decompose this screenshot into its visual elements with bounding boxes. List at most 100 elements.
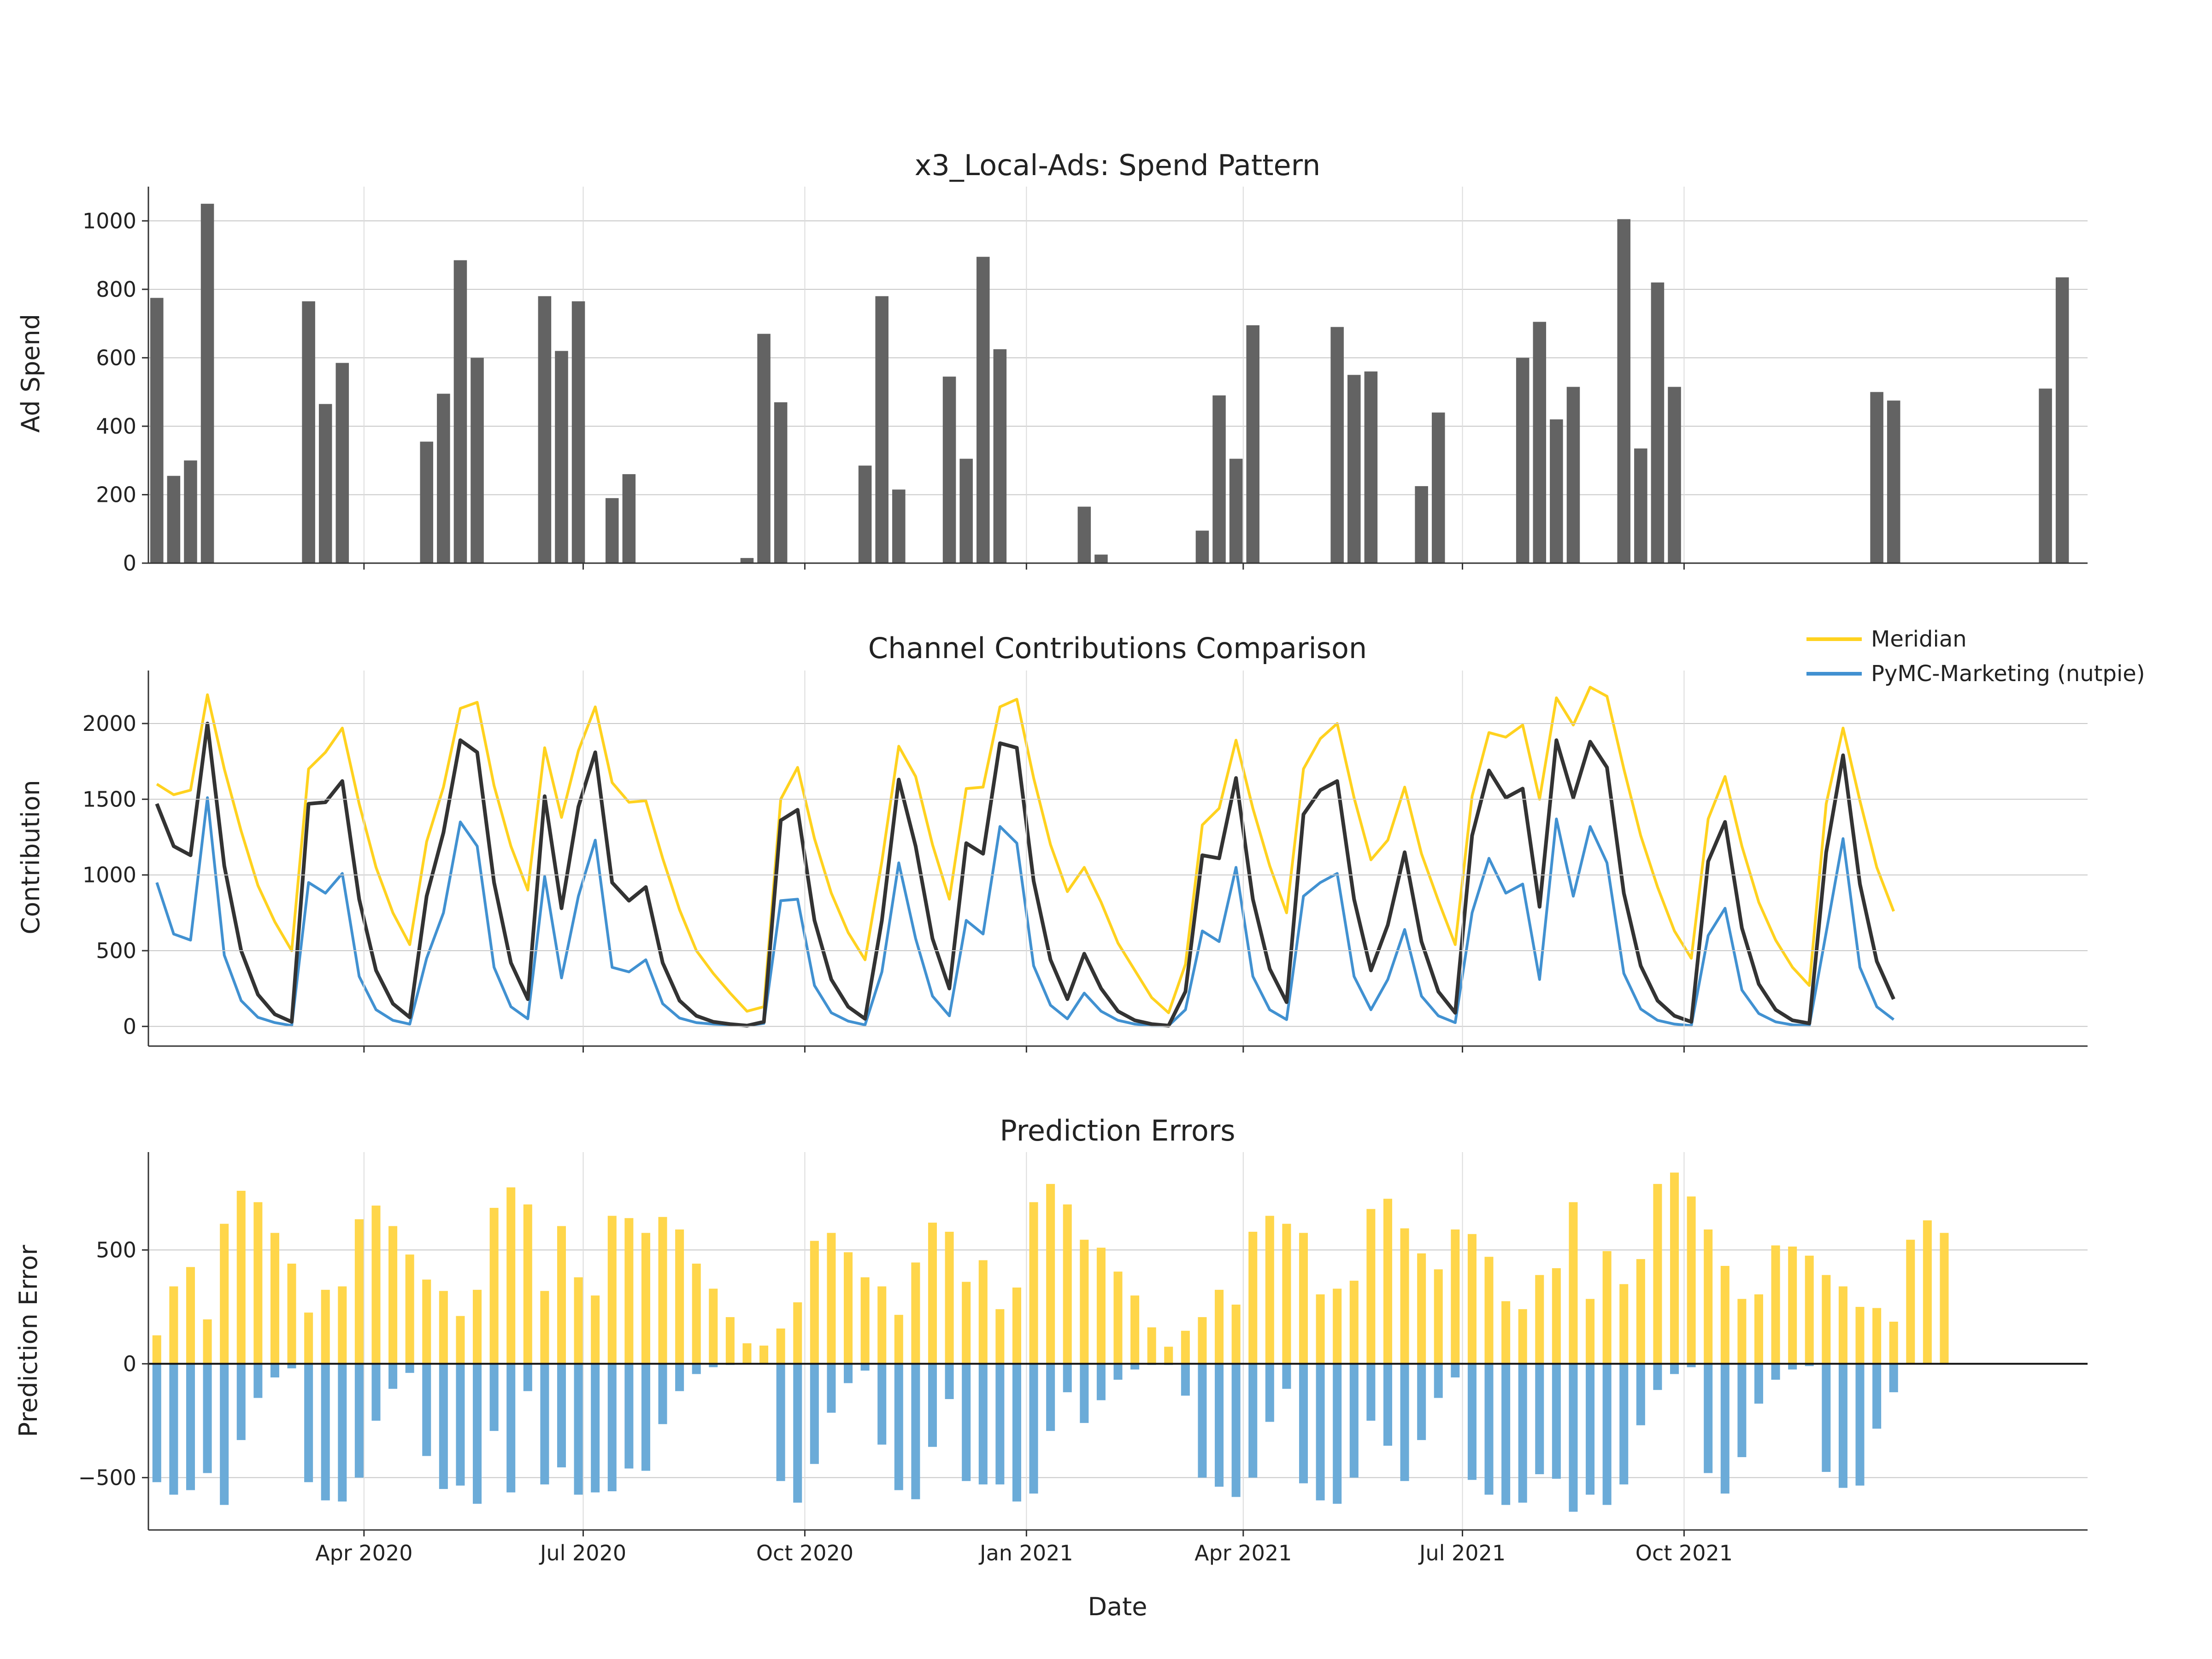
pymc-error-bar	[1788, 1364, 1797, 1370]
y-tick-label: 2000	[82, 711, 136, 736]
meridian-error-bar	[1872, 1308, 1882, 1364]
spend-bar	[167, 476, 181, 563]
pymc-error-bar	[506, 1364, 516, 1493]
meridian-error-bar	[962, 1282, 971, 1364]
spend-bar	[1651, 282, 1665, 563]
meridian-error-bar	[405, 1254, 414, 1364]
pymc-error-bar	[186, 1364, 195, 1490]
pymc-error-bar	[911, 1364, 920, 1500]
spend-bar	[892, 489, 906, 563]
meridian-error-bar	[1096, 1247, 1106, 1364]
meridian-error-bar	[1636, 1259, 1645, 1364]
pymc-error-bar	[675, 1364, 684, 1391]
pymc-error-bar	[1248, 1364, 1258, 1478]
meridian-error-bar	[1535, 1275, 1544, 1364]
spend-bar	[1330, 327, 1344, 563]
meridian-error-bar	[1130, 1295, 1140, 1364]
meridian-error-bar	[1080, 1240, 1089, 1364]
meridian-error-bar	[692, 1264, 701, 1364]
meridian-error-bar	[978, 1260, 988, 1364]
pymc-error-bar	[523, 1364, 532, 1391]
x-tick-label: Oct 2020	[756, 1541, 853, 1565]
pymc-error-bar	[1215, 1364, 1224, 1487]
spend-pattern-panel: x3_Local-Ads: Spend Pattern Ad Spend 0 20…	[16, 148, 2088, 576]
spend-bar	[1077, 506, 1091, 563]
spend-bar	[1566, 387, 1580, 563]
pymc-error-bar	[1838, 1364, 1847, 1488]
meridian-error-bar	[945, 1231, 954, 1364]
actual-contribution-line	[155, 722, 1895, 1028]
pymc-error-bar	[945, 1364, 954, 1399]
errors-chart-title: Prediction Errors	[1000, 1114, 1235, 1147]
meridian-error-bar	[1855, 1306, 1865, 1364]
meridian-error-bar	[304, 1312, 313, 1364]
meridian-error-bar	[860, 1277, 870, 1364]
meridian-error-bar	[338, 1286, 347, 1364]
spend-bar	[1195, 530, 1209, 563]
meridian-error-bar	[911, 1262, 920, 1364]
contributions-panel: Channel Contributions Comparison Contrib…	[16, 626, 2145, 1053]
meridian-error-bar	[1923, 1220, 1932, 1364]
meridian-error-bar	[321, 1289, 330, 1364]
pymc-error-bar	[1181, 1364, 1190, 1396]
spend-bar	[1550, 419, 1563, 563]
pymc-error-bar	[1265, 1364, 1274, 1422]
pymc-error-bar	[1434, 1364, 1443, 1398]
meridian-error-bar	[1737, 1299, 1747, 1364]
pymc-error-bar	[827, 1364, 836, 1413]
meridian-error-bar	[456, 1316, 465, 1364]
pymc-error-bar	[1687, 1364, 1696, 1367]
meridian-error-bar	[236, 1190, 246, 1364]
spend-bar	[1246, 325, 1260, 563]
spend-bar	[1617, 219, 1631, 563]
meridian-error-bar	[1602, 1251, 1612, 1364]
meridian-error-bar	[1282, 1224, 1291, 1364]
spend-chart-title: x3_Local-Ads: Spend Pattern	[915, 148, 1321, 182]
pymc-marketing-line	[155, 796, 1895, 1027]
spend-bar	[200, 204, 214, 563]
spend-bar	[571, 301, 585, 563]
spend-bar	[555, 351, 568, 563]
spend-bar	[335, 363, 349, 563]
pymc-error-bar	[1636, 1364, 1645, 1425]
meridian-error-bar	[1720, 1265, 1730, 1364]
pymc-error-bar	[607, 1364, 617, 1492]
spend-bar	[318, 404, 332, 563]
y-tick-label: 1000	[82, 208, 136, 233]
meridian-error-bar	[1417, 1253, 1426, 1364]
pymc-error-bar	[1670, 1364, 1679, 1374]
pymc-error-bar	[860, 1364, 870, 1371]
spend-y-axis-label: Ad Spend	[16, 314, 45, 433]
contributions-chart-title: Channel Contributions Comparison	[868, 631, 1367, 665]
meridian-error-bar	[725, 1317, 735, 1364]
meridian-error-bar	[1231, 1304, 1241, 1364]
pymc-error-bar	[1282, 1364, 1291, 1389]
meridian-error-bar	[1501, 1301, 1511, 1364]
legend-label-pymc: PyMC-Marketing (nutpie)	[1871, 661, 2145, 687]
meridian-error-bar	[1906, 1240, 1915, 1364]
meridian-error-bar	[1838, 1286, 1847, 1364]
meridian-error-bar	[371, 1206, 381, 1364]
meridian-error-bar	[776, 1328, 785, 1364]
spend-bar	[875, 296, 888, 563]
y-tick-label: 600	[96, 345, 136, 370]
spend-bar	[858, 465, 872, 563]
y-tick-label: 500	[96, 938, 136, 963]
meridian-error-bar	[1940, 1233, 1949, 1364]
pymc-error-bar	[422, 1364, 431, 1456]
meridian-error-bar	[1467, 1234, 1477, 1364]
meridian-error-bar	[388, 1226, 398, 1364]
pymc-error-bar	[978, 1364, 988, 1485]
meridian-error-bar	[1653, 1184, 1662, 1364]
pymc-error-bar	[1855, 1364, 1865, 1486]
meridian-error-bar	[1788, 1247, 1797, 1364]
pymc-error-bar	[1383, 1364, 1392, 1446]
pymc-error-bar	[169, 1364, 178, 1495]
meridian-error-bar	[1147, 1327, 1156, 1364]
pymc-error-bar	[1720, 1364, 1730, 1494]
meridian-error-bar	[1383, 1199, 1392, 1364]
spend-bar	[2039, 388, 2052, 563]
spend-bar	[437, 394, 450, 563]
meridian-error-bar	[1248, 1231, 1258, 1364]
meridian-error-bar	[1704, 1229, 1713, 1364]
